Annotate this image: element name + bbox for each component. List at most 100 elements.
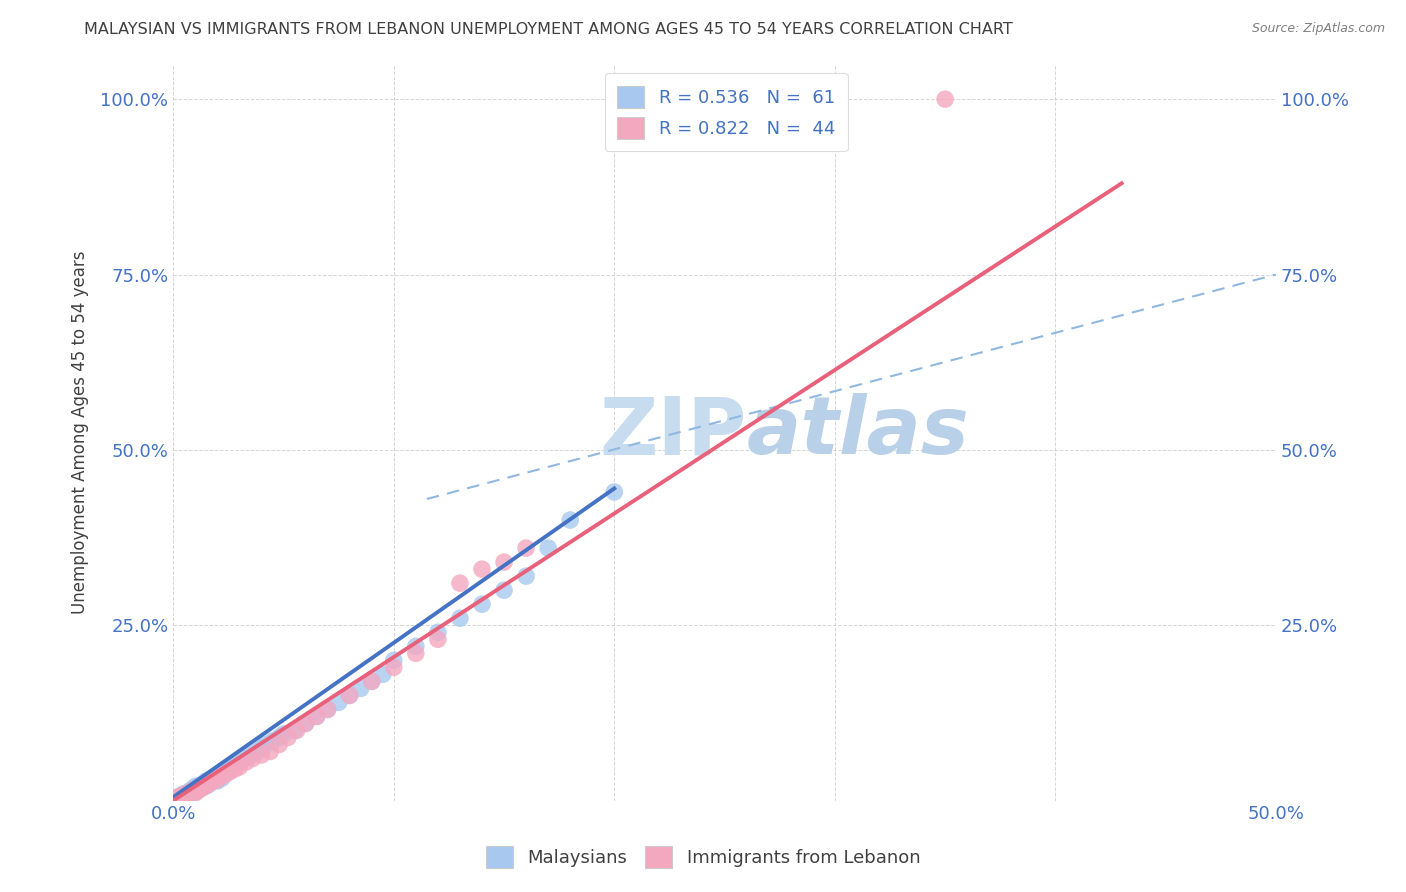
Text: ZIP: ZIP <box>599 393 747 471</box>
Point <box>181 786 204 800</box>
Point <box>232 751 254 765</box>
Point <box>186 782 208 797</box>
Point <box>224 758 246 772</box>
Point <box>449 576 471 591</box>
Point <box>165 792 187 806</box>
Point <box>250 741 273 756</box>
Point <box>360 674 382 689</box>
Point <box>201 774 224 789</box>
Point <box>215 765 238 780</box>
Point <box>250 747 273 762</box>
Point <box>305 709 328 723</box>
Point <box>195 779 218 793</box>
Point <box>228 760 250 774</box>
Point <box>173 787 195 801</box>
Point <box>217 764 239 779</box>
Point <box>305 709 328 723</box>
Point <box>180 783 202 797</box>
Point <box>170 790 193 805</box>
Point <box>166 790 188 805</box>
Point <box>173 789 195 804</box>
Point <box>239 747 262 762</box>
Point <box>197 777 219 791</box>
Point <box>405 646 427 660</box>
Point <box>350 681 373 696</box>
Point <box>173 788 195 802</box>
Point <box>267 738 290 752</box>
Point <box>177 787 200 801</box>
Point <box>208 769 231 783</box>
Point <box>242 751 264 765</box>
Point <box>316 702 339 716</box>
Point <box>219 762 242 776</box>
Point <box>176 789 198 803</box>
Point <box>177 785 200 799</box>
Point <box>165 792 187 806</box>
Point <box>211 769 233 783</box>
Point <box>328 695 350 709</box>
Point <box>246 745 269 759</box>
Point <box>259 745 281 759</box>
Point <box>283 723 305 738</box>
Legend: Malaysians, Immigrants from Lebanon: Malaysians, Immigrants from Lebanon <box>475 835 931 879</box>
Point <box>176 787 198 801</box>
Point <box>212 767 235 781</box>
Point <box>170 788 193 802</box>
Point <box>211 771 233 785</box>
Point <box>560 513 582 527</box>
Point <box>188 778 211 792</box>
Point <box>235 755 257 769</box>
Point <box>471 562 494 576</box>
Point <box>207 772 229 787</box>
Point <box>200 775 222 789</box>
Point <box>360 674 382 689</box>
Point <box>201 772 224 787</box>
Text: Source: ZipAtlas.com: Source: ZipAtlas.com <box>1251 22 1385 36</box>
Point <box>191 780 214 795</box>
Legend: R = 0.536   N =  61, R = 0.822   N =  44: R = 0.536 N = 61, R = 0.822 N = 44 <box>605 73 848 152</box>
Point <box>195 774 218 789</box>
Point <box>193 780 215 794</box>
Point <box>184 780 207 794</box>
Point <box>492 555 515 569</box>
Point <box>181 783 204 797</box>
Y-axis label: Unemployment Among Ages 45 to 54 years: Unemployment Among Ages 45 to 54 years <box>72 251 89 614</box>
Point <box>273 727 295 741</box>
Point <box>207 774 229 789</box>
Point <box>197 777 219 791</box>
Point <box>537 541 560 555</box>
Point <box>219 764 242 779</box>
Point <box>254 738 277 752</box>
Point <box>603 485 626 500</box>
Point <box>204 771 226 785</box>
Point <box>200 775 222 789</box>
Point <box>224 762 246 776</box>
Text: atlas: atlas <box>747 393 969 471</box>
Point <box>382 653 405 667</box>
Point <box>934 92 956 106</box>
Point <box>426 625 449 640</box>
Point <box>277 731 299 745</box>
Point <box>471 597 494 611</box>
Point <box>492 583 515 598</box>
Text: MALAYSIAN VS IMMIGRANTS FROM LEBANON UNEMPLOYMENT AMONG AGES 45 TO 54 YEARS CORR: MALAYSIAN VS IMMIGRANTS FROM LEBANON UNE… <box>84 22 1014 37</box>
Point <box>228 755 250 769</box>
Point <box>515 569 537 583</box>
Point <box>188 782 211 797</box>
Point <box>193 777 215 791</box>
Point <box>294 716 316 731</box>
Point <box>222 760 245 774</box>
Point <box>294 716 316 731</box>
Point <box>169 789 191 804</box>
Point <box>262 734 284 748</box>
Point <box>339 689 361 703</box>
Point <box>426 632 449 647</box>
Point <box>180 785 202 799</box>
Point <box>195 778 218 792</box>
Point <box>449 611 471 625</box>
Point <box>371 667 394 681</box>
Point <box>188 780 211 795</box>
Point <box>184 786 207 800</box>
Point <box>184 784 207 798</box>
Point <box>215 767 238 781</box>
